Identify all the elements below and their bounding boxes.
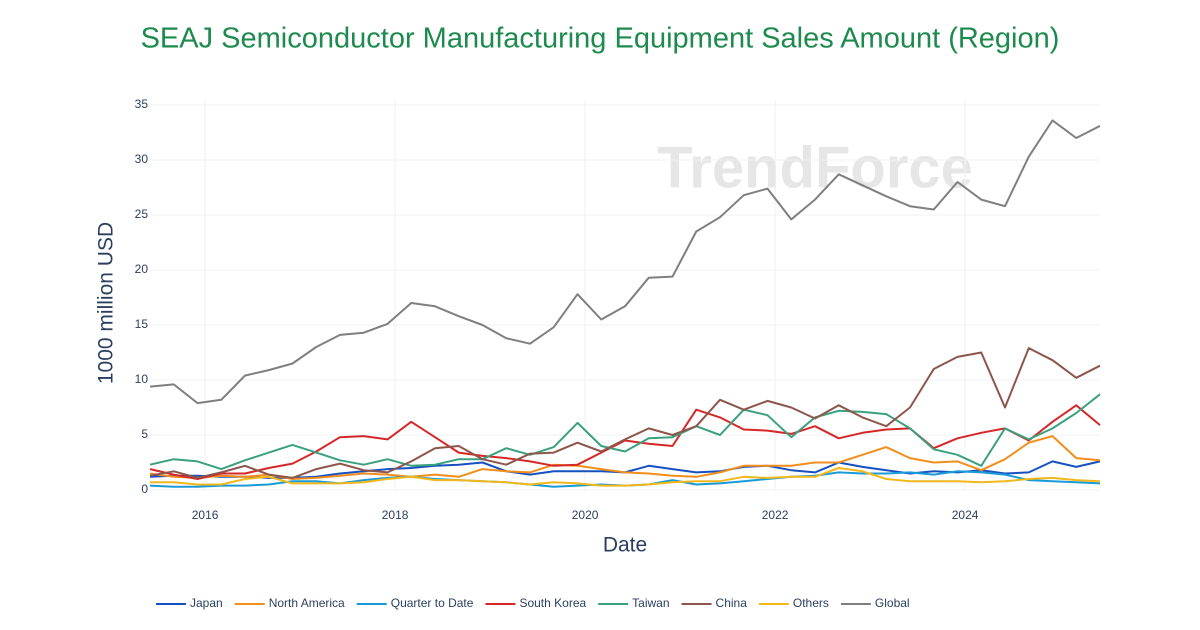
x-axis-title: Date (603, 534, 647, 557)
legend-label: Global (875, 596, 910, 610)
y-tick-label: 10 (135, 372, 149, 386)
grid: 0 5 10 15 20 25 30 35 2016 2018 2020 2022 2024 (135, 97, 1100, 522)
y-axis-title: 1000 million USD (95, 222, 118, 384)
series-line (150, 467, 1101, 487)
x-tick-label: 2022 (762, 508, 789, 522)
legend-item: China (681, 596, 748, 610)
series-line (149, 435, 1101, 480)
y-tick-label: 5 (141, 427, 148, 441)
legend-label: Japan (190, 596, 223, 610)
y-tick-label: 30 (135, 152, 149, 166)
legend-item: Global (840, 596, 910, 610)
y-tick-label: 15 (135, 317, 149, 331)
y-tick-label: 0 (141, 482, 148, 496)
x-tick-label: 2016 (192, 508, 219, 522)
legend-label: North America (269, 596, 345, 610)
series-line (149, 347, 1101, 479)
x-tick-label: 2020 (572, 508, 599, 522)
legend-label: South Korea (519, 596, 586, 610)
legend-item: Others (758, 596, 829, 610)
y-tick-label: 25 (135, 207, 149, 221)
legend-item: South Korea (485, 596, 586, 610)
legend-label: China (716, 596, 748, 610)
x-tick-label: 2018 (382, 508, 409, 522)
series-line (149, 119, 1101, 405)
x-tick-label: 2024 (952, 508, 979, 522)
chart-title: SEAJ Semiconductor Manufacturing Equipme… (141, 23, 1060, 55)
legend-item: Japan (156, 596, 223, 610)
y-tick-label: 35 (135, 97, 149, 111)
legend: Japan North America Quarter to Date South K… (156, 596, 910, 610)
y-tick-label: 20 (135, 262, 149, 276)
legend-item: North America (234, 596, 345, 610)
legend-item: Quarter to Date (356, 596, 474, 610)
series-line (149, 404, 1101, 480)
legend-label: Others (793, 596, 829, 610)
series-line (149, 393, 1101, 471)
legend-label: Taiwan (632, 596, 669, 610)
legend-item: Taiwan (598, 596, 670, 610)
watermark: TrendForce (657, 135, 973, 200)
plot-area (149, 119, 1101, 488)
legend-label: Quarter to Date (391, 596, 474, 610)
